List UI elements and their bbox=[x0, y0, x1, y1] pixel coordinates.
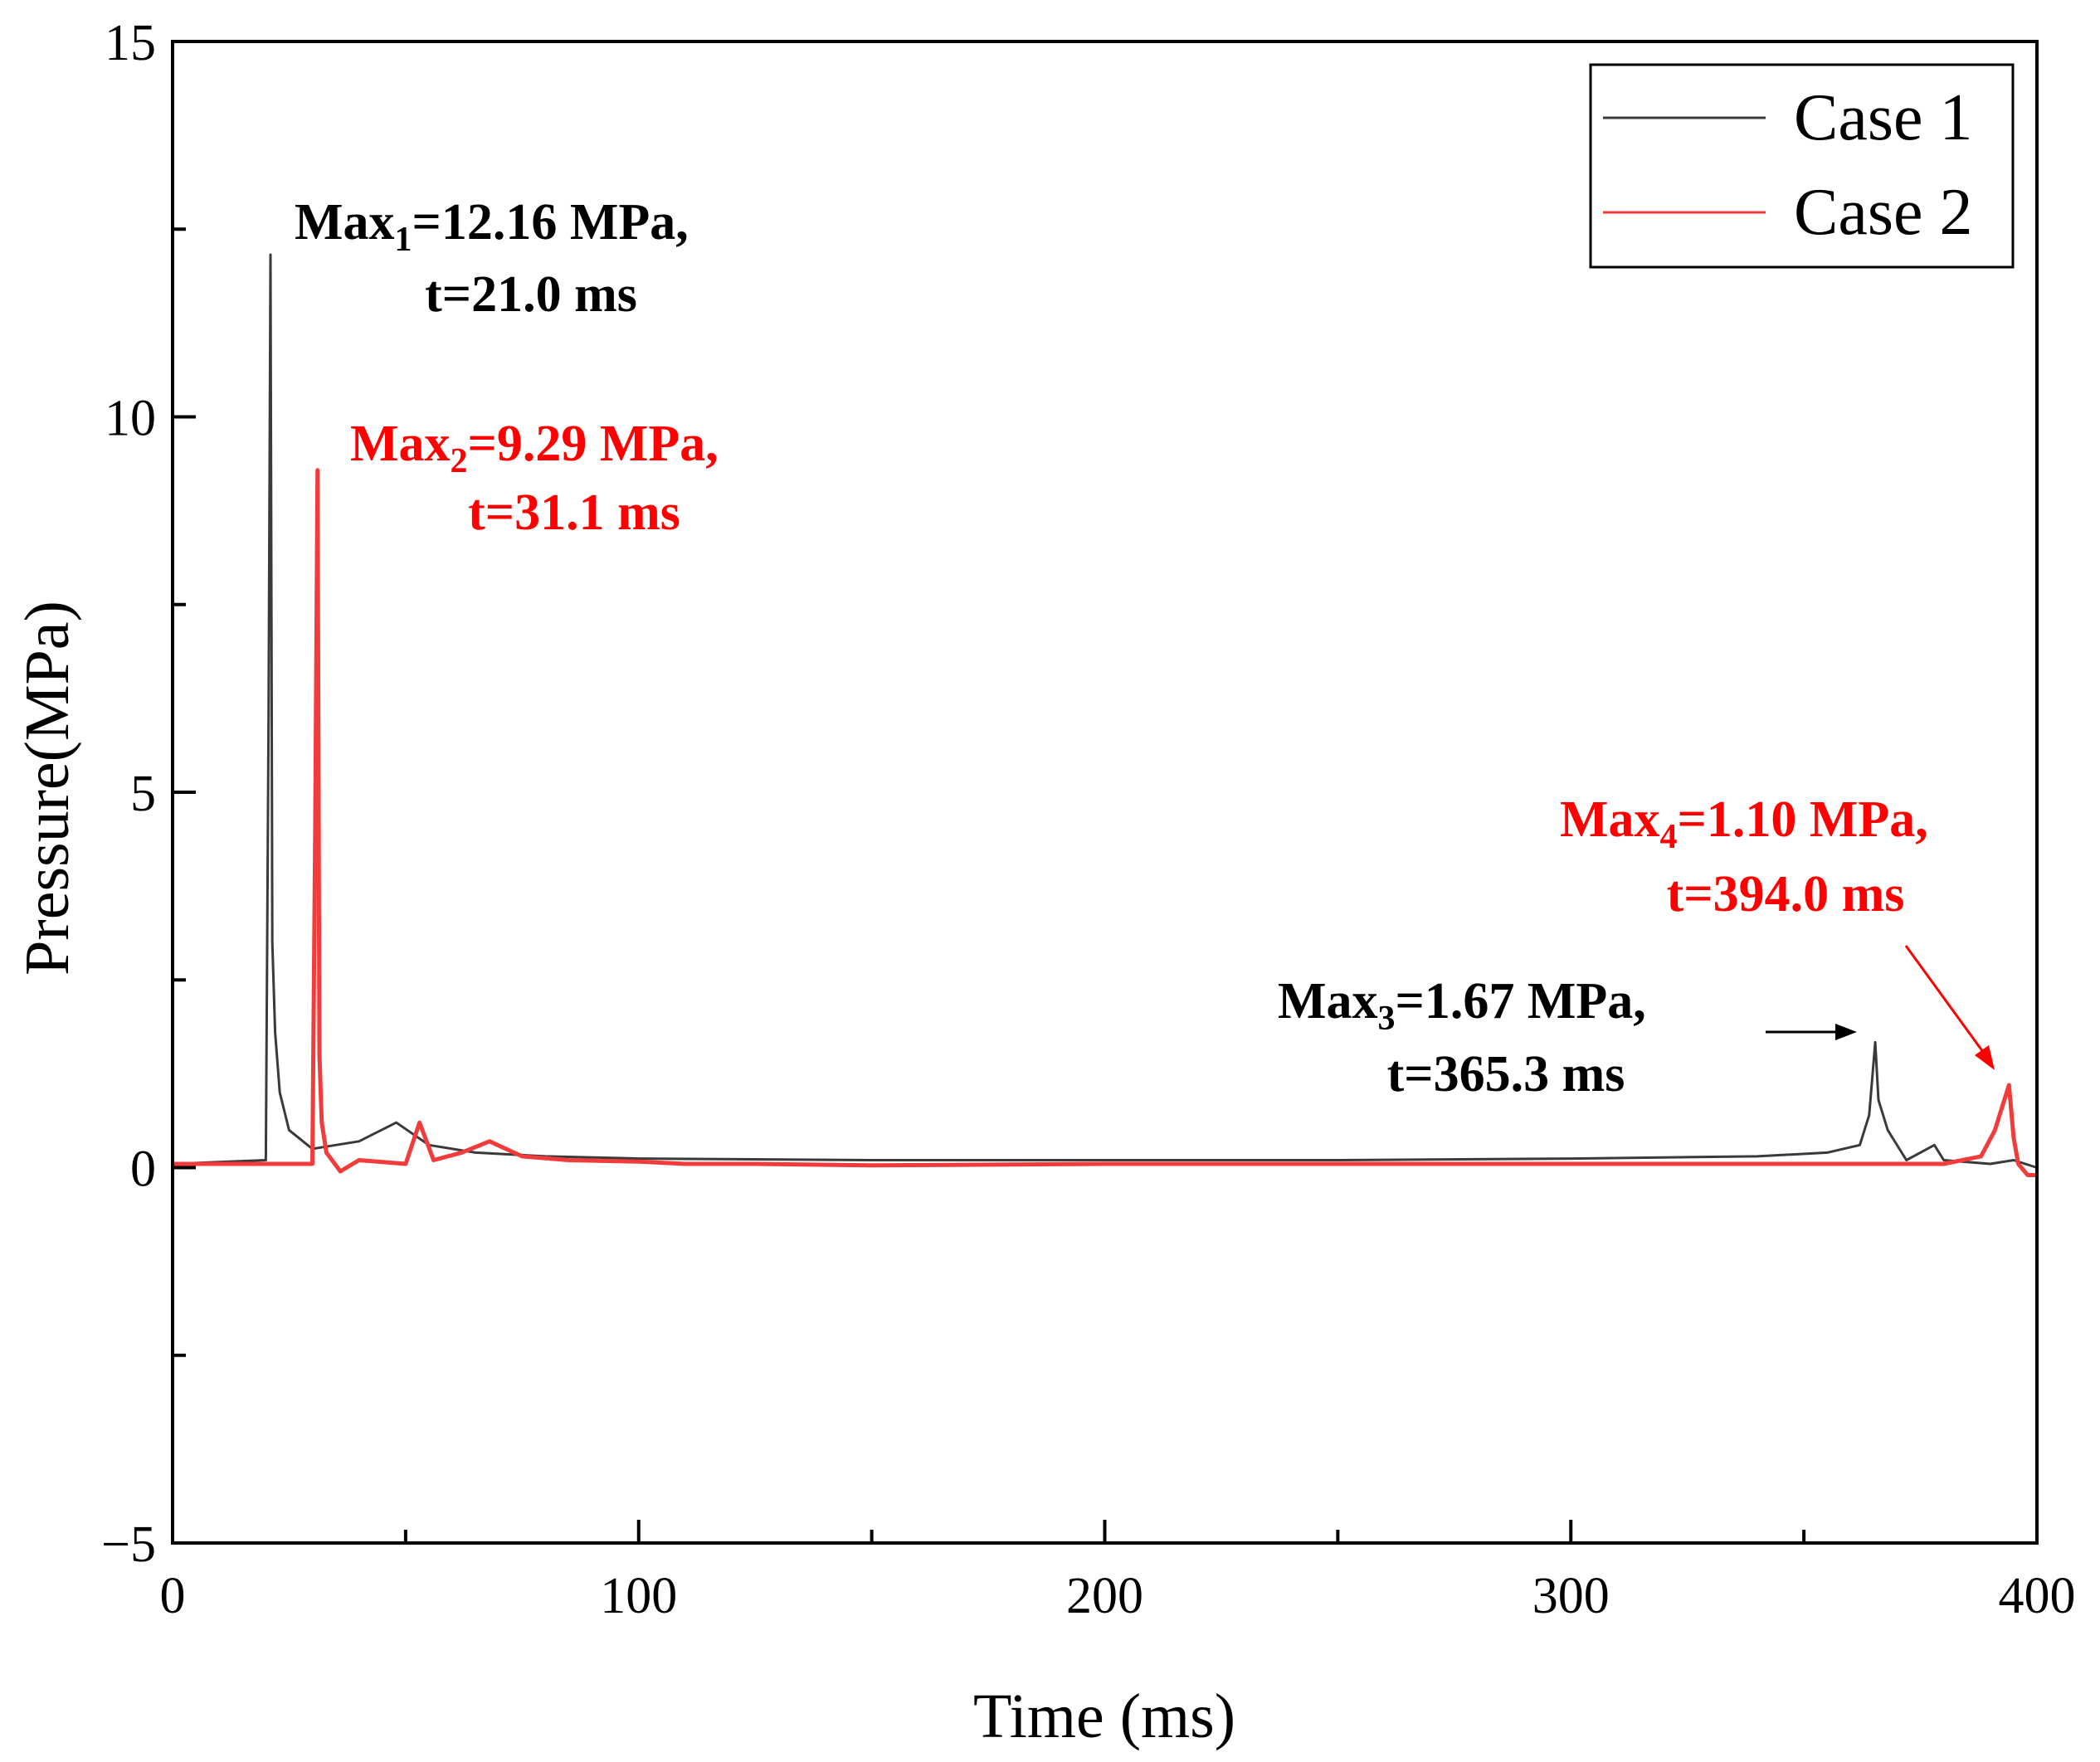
annotation-max3-arrow-head bbox=[1835, 1024, 1857, 1040]
annotation-max4-base: Max bbox=[1560, 791, 1660, 848]
annotation-max4: Max4=1.10 MPa, t=394.0 ms bbox=[1560, 791, 1995, 1070]
annotation-max4-sub: 4 bbox=[1660, 818, 1678, 856]
annotation-max3-rest: =1.67 MPa, bbox=[1396, 973, 1646, 1029]
annotation-max4-line2: t=394.0 ms bbox=[1667, 866, 1905, 922]
annotation-max3-line1: Max3=1.67 MPa, bbox=[1278, 973, 1646, 1038]
annotation-max1-line1: Max1=12.16 MPa, bbox=[295, 194, 689, 259]
annotation-max3: Max3=1.67 MPa, t=365.3 ms bbox=[1278, 973, 1857, 1102]
x-tick-label: 100 bbox=[600, 1568, 677, 1624]
annotation-max2-sub: 2 bbox=[451, 442, 468, 480]
series-line-case-2 bbox=[173, 468, 2037, 1177]
annotation-max2-line1: Max2=9.29 MPa, bbox=[350, 416, 719, 480]
annotation-max1-sub: 1 bbox=[395, 221, 412, 259]
annotation-max4-arrow-line bbox=[1904, 945, 1985, 1053]
x-axis-label: Time (ms) bbox=[973, 1682, 1235, 1751]
annotation-max4-rest: =1.10 MPa, bbox=[1678, 791, 1928, 848]
series-line-case-1 bbox=[172, 253, 2038, 1169]
annotation-max1-base: Max bbox=[295, 194, 395, 251]
x-tick-label: 200 bbox=[1066, 1568, 1143, 1624]
annotation-max1-rest: =12.16 MPa, bbox=[412, 194, 689, 251]
y-tick-label: −5 bbox=[101, 1516, 156, 1573]
legend-box bbox=[1589, 63, 2015, 269]
annotation-max2-base: Max bbox=[350, 416, 451, 472]
legend-label-case-1: Case 1 bbox=[1794, 81, 1973, 154]
legend-label-case-2: Case 2 bbox=[1794, 176, 1973, 249]
x-axis-ticks: 0 100 200 300 400 bbox=[160, 1520, 2076, 1624]
legend: Case 1 Case 2 bbox=[1589, 63, 2015, 269]
annotation-max1: Max1=12.16 MPa, t=21.0 ms bbox=[295, 194, 689, 323]
annotation-max2: Max2=9.29 MPa, t=31.1 ms bbox=[350, 416, 719, 541]
y-tick-label: 5 bbox=[130, 766, 156, 822]
annotation-max2-line2: t=31.1 ms bbox=[468, 484, 680, 541]
y-tick-label: 0 bbox=[130, 1141, 156, 1198]
annotation-max2-rest: =9.29 MPa, bbox=[468, 416, 719, 472]
annotation-max1-line2: t=21.0 ms bbox=[425, 266, 637, 323]
annotation-max4-arrow-head bbox=[1975, 1045, 1995, 1070]
x-tick-label: 400 bbox=[1999, 1568, 2076, 1624]
annotation-max3-base: Max bbox=[1278, 973, 1378, 1029]
y-axis-label: Pressure(MPa) bbox=[12, 601, 82, 976]
x-tick-label: 0 bbox=[160, 1568, 186, 1624]
y-axis-ticks: −5 0 5 10 15 bbox=[101, 15, 196, 1573]
y-tick-label: 15 bbox=[105, 15, 156, 71]
annotation-max3-sub: 3 bbox=[1378, 1000, 1396, 1038]
x-tick-label: 300 bbox=[1532, 1568, 1610, 1624]
y-tick-label: 10 bbox=[105, 391, 156, 447]
annotation-max4-line1: Max4=1.10 MPa, bbox=[1560, 791, 1928, 856]
series-layer bbox=[172, 253, 2038, 1177]
annotation-max3-line2: t=365.3 ms bbox=[1387, 1046, 1625, 1102]
